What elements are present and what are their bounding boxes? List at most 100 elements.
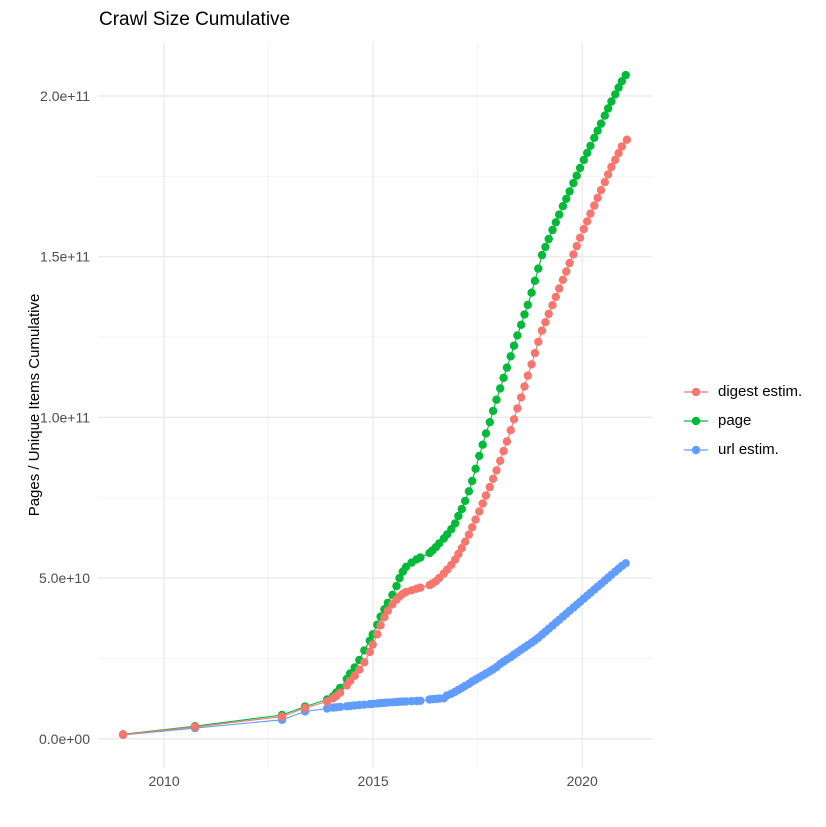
data-point (471, 515, 480, 524)
data-point (492, 466, 501, 475)
data-point (607, 97, 616, 106)
data-point (488, 406, 498, 416)
data-point (416, 583, 425, 592)
data-point (488, 474, 498, 483)
x-tick-label: 2015 (358, 773, 389, 789)
data-point (520, 382, 529, 391)
data-point (548, 301, 557, 310)
data-point (544, 309, 553, 319)
data-point (464, 530, 474, 539)
data-point (562, 267, 571, 276)
data-point (579, 224, 588, 234)
data-point (611, 155, 620, 165)
data-point (516, 393, 526, 402)
data-point (530, 276, 540, 285)
data-point (502, 437, 512, 446)
data-point (468, 476, 477, 486)
data-point (335, 688, 345, 697)
data-point (600, 111, 609, 120)
data-point (586, 141, 595, 150)
data-point (541, 242, 550, 252)
data-point (460, 496, 470, 506)
data-point (300, 703, 310, 713)
data-point (450, 519, 460, 528)
data-point (416, 553, 425, 562)
legend-label-page: page (718, 412, 752, 429)
data-point (569, 250, 578, 259)
y-tick-label: 5.0e+10 (39, 570, 90, 586)
x-tick-label: 2020 (567, 773, 598, 789)
data-point (562, 194, 571, 203)
legend-item-url-estim: url estim. (683, 435, 802, 464)
data-point (614, 83, 623, 92)
data-point (614, 149, 623, 158)
data-point (492, 395, 501, 404)
data-point (513, 331, 522, 340)
data-point (555, 210, 564, 219)
data-point (530, 348, 540, 358)
data-point (481, 429, 491, 438)
data-point (596, 119, 606, 128)
data-point (478, 440, 487, 449)
data-point (454, 511, 463, 521)
data-point (360, 658, 369, 667)
data-point (565, 258, 574, 268)
series-url-estim (118, 559, 630, 740)
data-point (583, 148, 592, 158)
data-point (380, 613, 389, 622)
data-point (464, 487, 474, 496)
data-point (190, 722, 200, 732)
data-point (593, 193, 602, 203)
data-point (617, 142, 627, 151)
data-point (506, 426, 515, 435)
data-point (611, 90, 620, 99)
data-point (368, 640, 377, 649)
data-point (506, 352, 515, 361)
data-point (513, 404, 522, 413)
data-point (373, 630, 382, 639)
data-point (569, 178, 578, 188)
data-point (590, 201, 599, 210)
data-point (593, 126, 602, 135)
gridlines-major (98, 42, 652, 768)
data-point (499, 373, 508, 382)
data-point (572, 241, 581, 251)
data-point (558, 275, 568, 284)
series-line-url-estim (123, 562, 627, 736)
data-point (509, 415, 519, 424)
data-point (395, 573, 404, 583)
y-tick-label: 1.0e+11 (40, 409, 90, 425)
legend-item-digest-estim: digest estim. (683, 377, 802, 406)
data-point (475, 451, 484, 461)
chart-title: Crawl Size Cumulative (99, 9, 291, 30)
data-point (509, 341, 519, 350)
data-point (558, 202, 568, 211)
data-point (537, 326, 547, 335)
data-point (277, 712, 287, 721)
data-point (621, 70, 630, 80)
data-point (622, 135, 632, 144)
data-point (590, 133, 599, 142)
data-point (537, 250, 547, 260)
data-point (485, 482, 494, 492)
data-point (583, 217, 592, 226)
data-point (478, 499, 487, 508)
data-point (355, 665, 364, 674)
x-tick-label: 2010 (148, 773, 179, 789)
data-point (460, 537, 470, 546)
data-point (617, 77, 627, 86)
data-point (376, 621, 385, 630)
data-point (523, 300, 532, 310)
data-point (468, 523, 477, 532)
data-point (527, 360, 536, 369)
data-point (551, 292, 560, 302)
data-point (600, 177, 609, 187)
data-point (350, 671, 359, 680)
gridlines-minor (98, 42, 652, 768)
data-point (607, 162, 616, 172)
data-point (416, 696, 425, 705)
legend-label-digest-estim: digest estim. (718, 383, 803, 400)
page-key-icon (683, 414, 709, 428)
legend-item-page: page (683, 406, 802, 435)
